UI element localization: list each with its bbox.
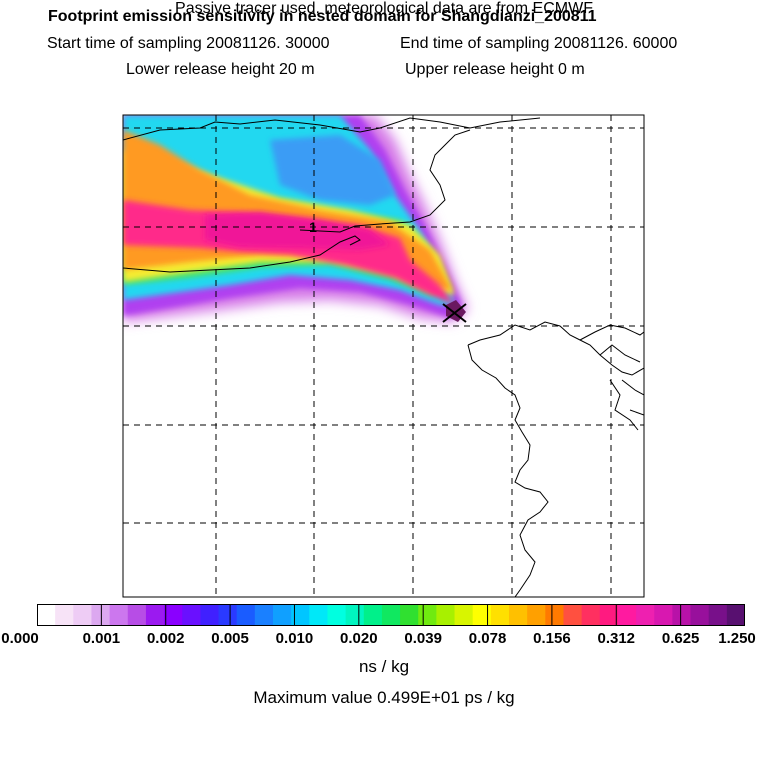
colorbar-tick-label: 0.156: [533, 630, 571, 647]
colorbar-swatch: [200, 604, 220, 626]
maximum-value-label: Maximum value 0.499E+01 ps / kg: [253, 688, 515, 707]
colorbar-tick-label: 0.039: [404, 630, 442, 647]
lower-height-label: Lower release height 20 m: [126, 61, 315, 78]
colorbar: [37, 604, 745, 626]
colorbar-units: ns / kg: [358, 657, 410, 676]
colorbar-swatch: [182, 604, 201, 626]
colorbar-swatch: [436, 604, 456, 626]
colorbar-swatch: [527, 604, 546, 626]
colorbar-swatch: [345, 604, 365, 626]
colorbar-swatch: [545, 604, 565, 626]
colorbar-swatch: [109, 604, 129, 626]
colorbar-tick-label: 1.250: [718, 630, 756, 647]
colorbar-swatch: [581, 604, 601, 626]
colorbar-border: [37, 604, 745, 626]
colorbar-swatch: [37, 604, 56, 626]
colorbar-swatch: [672, 604, 692, 626]
colorbar-swatch: [708, 604, 728, 626]
colorbar-swatch: [309, 604, 329, 626]
colorbar-swatch: [654, 604, 673, 626]
colorbar-tick-label: 0.002: [146, 630, 185, 647]
footprint-map: 1: [122, 114, 645, 598]
colorbar-swatch: [400, 604, 419, 626]
colorbar-swatch: [599, 604, 619, 626]
colorbar-swatch: [145, 604, 165, 626]
colorbar-tick-label: 0.312: [597, 630, 636, 647]
colorbar-tick-label: 0.000: [1, 630, 39, 647]
coastlines: [123, 117, 644, 597]
sensitivity-field: [123, 115, 468, 322]
colorbar-swatch: [726, 604, 745, 626]
colorbar-swatch: [254, 604, 274, 626]
colorbar-swatch: [327, 604, 347, 626]
colorbar-swatch: [91, 604, 111, 626]
colorbar-swatch: [273, 604, 292, 626]
tracer-note: Passive tracer used, meteorological data…: [175, 0, 593, 17]
colorbar-tick-label: 0.020: [340, 630, 378, 647]
end-time-label: End time of sampling 20081126. 60000: [400, 35, 678, 52]
field-blue-patch: [270, 135, 395, 205]
colorbar-swatch: [381, 604, 401, 626]
lat-lon-grid: [123, 115, 644, 597]
map-frame: [122, 114, 645, 598]
colorbar-tick-label: 0.078: [468, 630, 507, 647]
upper-height-label: Upper release height 0 m: [405, 61, 585, 78]
header: Footprint emission sensitivity in nested…: [0, 0, 768, 78]
colorbar-swatch: [291, 604, 310, 626]
colorbar-tick-label: 0.010: [275, 630, 314, 647]
colorbar-swatch: [509, 604, 528, 626]
start-time-label: Start time of sampling 20081126. 30000: [47, 35, 330, 52]
colorbar-swatch: [164, 604, 183, 626]
colorbar-tick-label: 0.005: [211, 630, 249, 647]
colorbar-swatch: [218, 604, 238, 626]
colorbar-swatch: [55, 604, 74, 626]
colorbar-swatch: [236, 604, 256, 626]
colorbar-swatch: [636, 604, 655, 626]
colorbar-swatch: [127, 604, 147, 626]
colorbar-tick-label: 0.001: [82, 630, 121, 647]
colorbar-swatch: [472, 604, 492, 626]
colorbar-swatch: [454, 604, 474, 626]
colorbar-swatch: [490, 604, 510, 626]
colorbar-swatch: [363, 604, 383, 626]
plot-title: Footprint emission sensitivity in nested…: [48, 8, 597, 25]
colorbar-swatch: [563, 604, 583, 626]
colorbar-swatch: [73, 604, 93, 626]
colorbar-swatch: [418, 604, 437, 626]
receptor-number: 1: [309, 219, 317, 235]
colorbar-swatch: [617, 604, 637, 626]
colorbar-swatch: [690, 604, 710, 626]
colorbar-tick-label: 0.625: [661, 630, 700, 647]
receptor-marker: [442, 303, 467, 323]
